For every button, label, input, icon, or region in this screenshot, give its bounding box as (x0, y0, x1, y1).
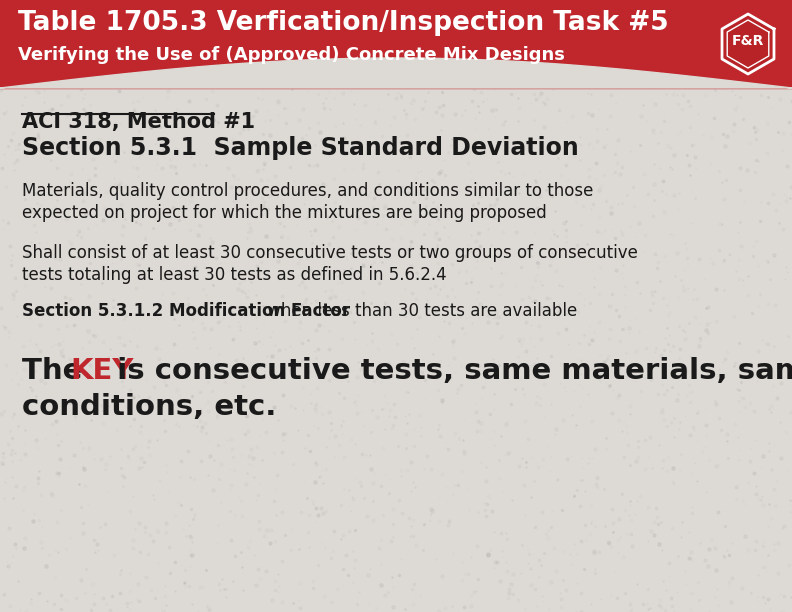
Text: Table 1705.3 Verfication/Inspection Task #5: Table 1705.3 Verfication/Inspection Task… (18, 10, 668, 36)
Text: Verifying the Use of (Approved) Concrete Mix Designs: Verifying the Use of (Approved) Concrete… (18, 46, 565, 64)
Text: F&R: F&R (732, 34, 764, 48)
Polygon shape (722, 14, 774, 74)
Text: expected on project for which the mixtures are being proposed: expected on project for which the mixtur… (22, 204, 546, 222)
Text: conditions, etc.: conditions, etc. (22, 393, 276, 421)
Text: Section 5.3.1  Sample Standard Deviation: Section 5.3.1 Sample Standard Deviation (22, 136, 579, 160)
Text: Shall consist of at least 30 consecutive tests or two groups of consecutive: Shall consist of at least 30 consecutive… (22, 244, 638, 262)
Text: The: The (22, 357, 93, 385)
Text: ACI 318, Method #1: ACI 318, Method #1 (22, 112, 255, 132)
Text: is consecutive tests, same materials, same QC: is consecutive tests, same materials, sa… (108, 357, 792, 385)
Text: Materials, quality control procedures, and conditions similar to those: Materials, quality control procedures, a… (22, 182, 593, 200)
Text: KEY: KEY (70, 357, 134, 385)
Text: tests totaling at least 30 tests as defined in 5.6.2.4: tests totaling at least 30 tests as defi… (22, 266, 447, 284)
Bar (0, 0, 792, 88)
Text: when less than 30 tests are available: when less than 30 tests are available (261, 302, 577, 320)
Text: Section 5.3.1.2 Modification Factor: Section 5.3.1.2 Modification Factor (22, 302, 350, 320)
